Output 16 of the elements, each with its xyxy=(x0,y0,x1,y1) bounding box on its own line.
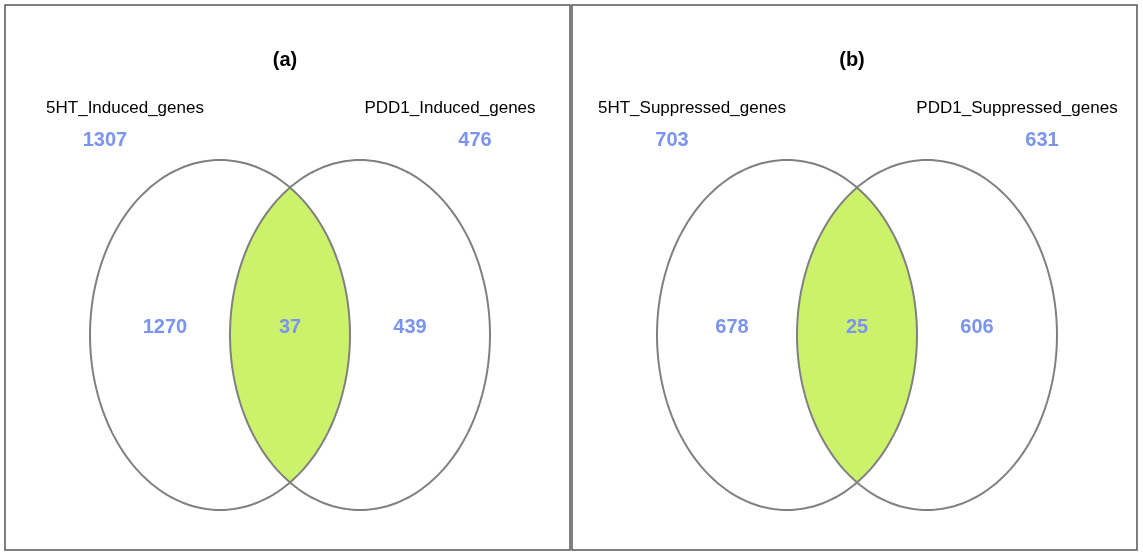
data-label: 37 xyxy=(278,315,302,337)
category-label: PDD1_Suppressed_genes xyxy=(916,98,1118,117)
data-label: 1270 xyxy=(142,315,188,337)
category-label: 5HT_Induced_genes xyxy=(46,98,204,117)
text: (b) xyxy=(839,48,865,70)
data-label: 678 xyxy=(715,315,749,337)
data-label: 606 xyxy=(960,315,994,337)
text: 1307 xyxy=(82,128,128,150)
data-label: 439 xyxy=(393,315,427,337)
text: 631 xyxy=(1025,128,1059,150)
text: 703 xyxy=(655,128,689,150)
data-label: 25 xyxy=(845,315,869,337)
category-label: 5HT_Suppressed_genes xyxy=(597,98,787,117)
text: 476 xyxy=(458,128,492,150)
text: (a) xyxy=(272,48,298,70)
category-label: PDD1_Induced_genes xyxy=(364,98,536,117)
